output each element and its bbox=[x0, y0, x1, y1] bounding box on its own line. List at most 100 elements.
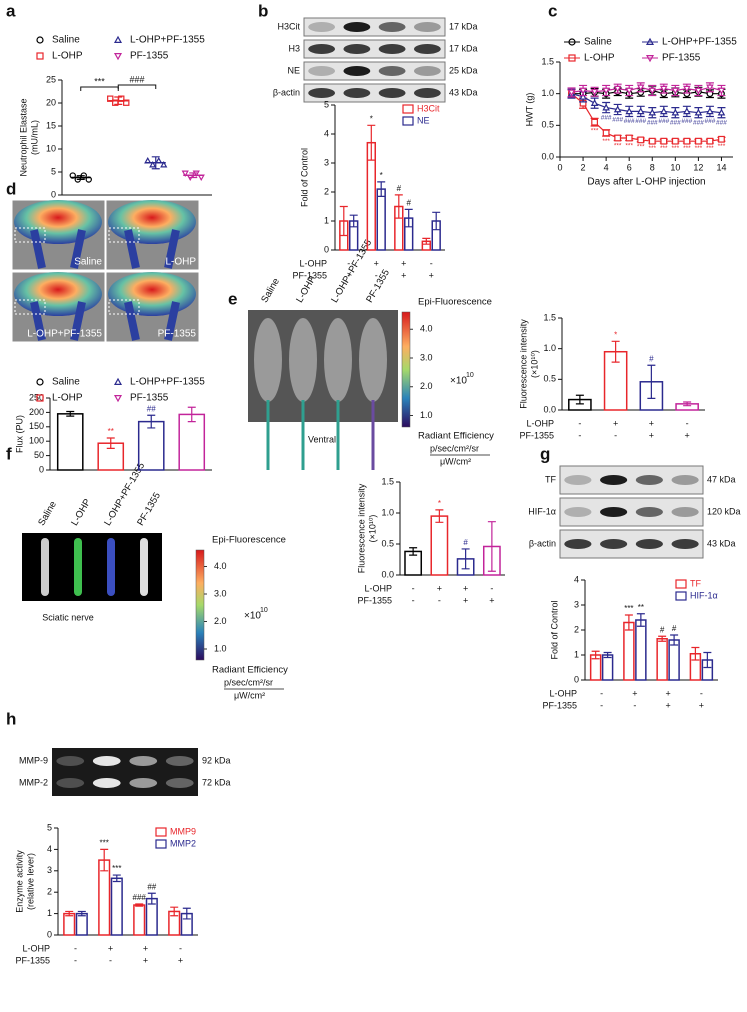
condition-sign: + bbox=[665, 688, 670, 698]
blot-band bbox=[671, 475, 699, 485]
y-tick-label: 1.0 bbox=[543, 343, 556, 353]
blot-band bbox=[343, 44, 371, 54]
condition-sign: + bbox=[684, 430, 689, 440]
significance: ### bbox=[670, 119, 681, 126]
legend-label: L-OHP+PF-1355 bbox=[662, 37, 737, 48]
colorbar-label: 4.0 bbox=[420, 324, 433, 334]
error-bar bbox=[349, 214, 358, 228]
point bbox=[683, 85, 691, 93]
error-bar bbox=[147, 892, 156, 905]
mouse bbox=[324, 318, 352, 402]
blot-band bbox=[343, 66, 371, 76]
y-axis-title: Neutrophil Elastase bbox=[18, 98, 28, 176]
point bbox=[637, 136, 645, 144]
nerve bbox=[107, 538, 115, 596]
condition-sign: - bbox=[578, 430, 581, 440]
dot bbox=[69, 172, 76, 179]
legend-marker bbox=[36, 52, 44, 60]
legend-marker bbox=[645, 37, 655, 46]
legend-swatch bbox=[402, 104, 414, 114]
colorbar-scale: ×10 bbox=[450, 376, 467, 387]
blot-label: H3 bbox=[288, 43, 300, 53]
condition-sign: - bbox=[686, 418, 689, 428]
blot-label: HIF-1α bbox=[528, 506, 556, 516]
condition-label: PF-1355 bbox=[292, 270, 327, 280]
significance: *** bbox=[591, 128, 599, 135]
error-bar bbox=[170, 906, 179, 917]
blot-band bbox=[308, 44, 336, 54]
bar bbox=[178, 413, 206, 471]
point bbox=[671, 87, 680, 95]
significance: *** bbox=[614, 142, 622, 149]
roi-box bbox=[14, 227, 46, 243]
panel-letter: f bbox=[6, 444, 12, 463]
significance: # bbox=[406, 199, 411, 208]
image-label: Saline bbox=[74, 257, 102, 268]
legend-label: PF-1355 bbox=[662, 53, 701, 64]
legend-label: Saline bbox=[52, 377, 80, 388]
point bbox=[683, 137, 691, 145]
blot-band bbox=[635, 507, 663, 517]
point bbox=[694, 108, 703, 116]
bar bbox=[623, 621, 635, 681]
colorbar-title: Epi-Fluorescence bbox=[212, 535, 286, 546]
significance: ### bbox=[612, 116, 623, 123]
x-tick-label: 4 bbox=[604, 162, 609, 172]
point bbox=[694, 137, 702, 145]
condition-sign: + bbox=[649, 418, 654, 428]
condition-sign: + bbox=[489, 595, 494, 605]
image-caption: Ventral bbox=[308, 434, 336, 444]
condition-sign: + bbox=[463, 595, 468, 605]
point bbox=[659, 85, 668, 93]
heat-map bbox=[14, 272, 102, 316]
condition-label: L-OHP bbox=[22, 943, 50, 953]
x-tick-label: 12 bbox=[693, 162, 703, 172]
blot-band bbox=[671, 539, 699, 549]
y-tick-label: 3 bbox=[47, 865, 52, 875]
legend-label: H3Cit bbox=[417, 103, 440, 113]
error-bar bbox=[65, 910, 74, 917]
error-bar bbox=[591, 650, 600, 660]
y-tick-label: 15 bbox=[46, 120, 56, 130]
legend-marker bbox=[113, 377, 123, 385]
unit-den: μW/cm² bbox=[234, 690, 265, 700]
significance: ### bbox=[601, 114, 612, 121]
condition-sign: + bbox=[401, 258, 406, 268]
y-axis-unit: (mU/mL) bbox=[29, 120, 39, 155]
point bbox=[706, 137, 714, 145]
point bbox=[717, 108, 726, 116]
y-tick-label: 200 bbox=[29, 407, 44, 417]
bar bbox=[376, 188, 386, 251]
image-label: PF-1355 bbox=[135, 491, 163, 528]
point bbox=[648, 137, 656, 145]
condition-sign: - bbox=[600, 700, 603, 710]
bar bbox=[656, 638, 668, 681]
y-axis-unit: (relative lever) bbox=[25, 853, 35, 910]
point bbox=[648, 87, 657, 95]
y-tick-label: 0.5 bbox=[381, 538, 394, 548]
heat-map bbox=[108, 272, 196, 316]
blot-strip bbox=[303, 83, 446, 103]
significance: ### bbox=[705, 118, 716, 125]
condition-sign: - bbox=[412, 595, 415, 605]
colorbar-exponent: 10 bbox=[466, 372, 474, 379]
y-tick-label: 100 bbox=[29, 436, 44, 446]
error-bar bbox=[339, 205, 348, 237]
condition-label: PF-1355 bbox=[357, 595, 392, 605]
legend-label: MMP9 bbox=[170, 826, 196, 836]
significance: ## bbox=[147, 882, 156, 891]
legend-label: L-OHP+PF-1355 bbox=[130, 377, 205, 388]
blot-band bbox=[564, 475, 592, 485]
condition-sign: + bbox=[143, 955, 148, 965]
error-bar bbox=[77, 910, 86, 917]
point bbox=[613, 105, 622, 113]
blot-band bbox=[635, 475, 663, 485]
bar bbox=[56, 413, 84, 471]
error-bar bbox=[182, 907, 191, 920]
heat-legs bbox=[30, 301, 86, 341]
significance: ### bbox=[133, 893, 147, 902]
mouse bbox=[289, 318, 317, 402]
blot-band bbox=[413, 66, 441, 76]
point bbox=[706, 107, 714, 115]
